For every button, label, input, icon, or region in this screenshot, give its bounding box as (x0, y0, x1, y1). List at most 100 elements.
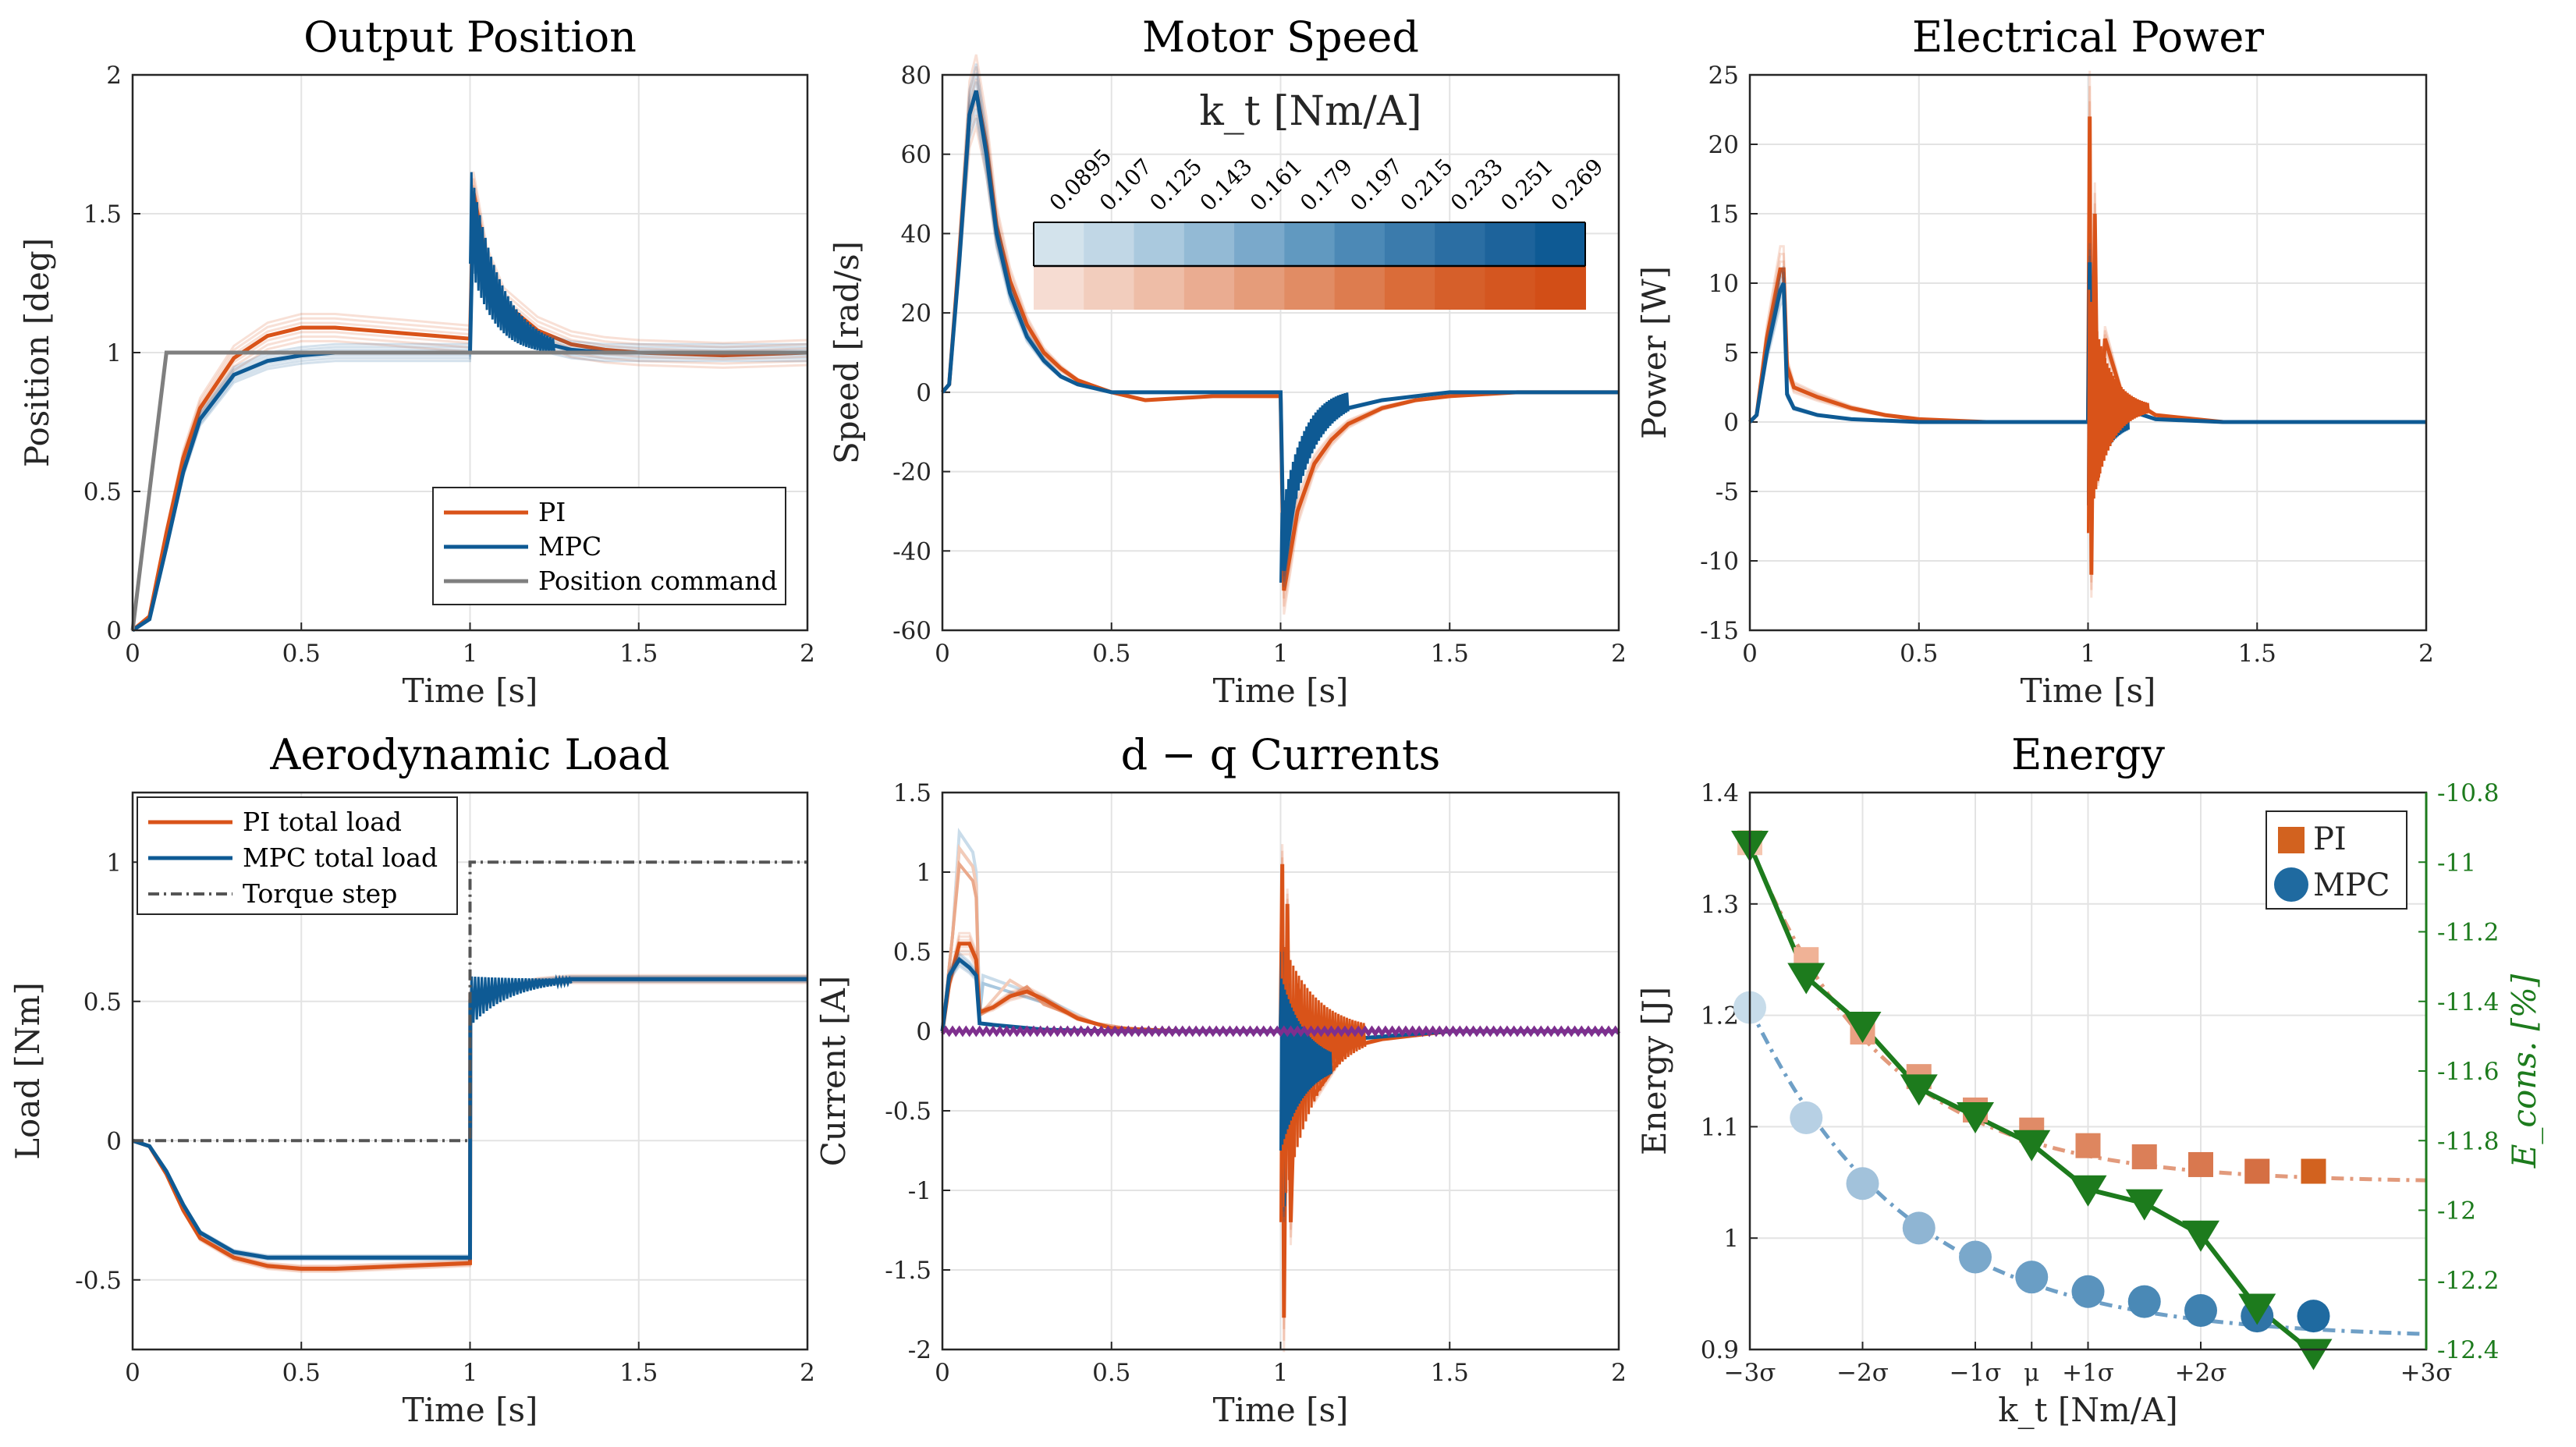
colorbar-mpc-cell (1284, 222, 1336, 266)
y-right-tick-label: -11.6 (2437, 1058, 2500, 1086)
legend-entry: PI (538, 497, 566, 527)
colorbar-pi-cell (1485, 266, 1536, 310)
econs-marker (2182, 1220, 2219, 1252)
mpc-oscillation (1279, 978, 1332, 1151)
colorbar-pi-cell (1384, 266, 1436, 310)
y-tick-label: 1.2 (1701, 1002, 1739, 1030)
panel-5: −3σ −2σ −1σ μ +1σ +2σ +3σ 0.9 1 1.1 1.2 1.3 1.4 -12.4… (1635, 730, 2543, 1429)
torque-step-line (133, 860, 807, 1143)
mpc-marker (1959, 1240, 1992, 1274)
y-axis-label: Power [W] (1635, 266, 1673, 439)
y-right-tick-label: -12 (2437, 1197, 2476, 1225)
colorbar-mpc-cell (1183, 222, 1236, 266)
pi-oscillation (1279, 939, 1367, 1222)
y-tick-label: -5 (1716, 478, 1739, 506)
x-axis-label: Time [s] (2021, 672, 2156, 710)
y-tick-label: 0 (916, 379, 931, 407)
colorbar-mpc-cell (1234, 222, 1286, 266)
y-tick-label: 20 (901, 300, 931, 328)
y-tick-label: 40 (901, 220, 931, 248)
mpc-marker (2071, 1275, 2105, 1308)
y-tick-label: 20 (1708, 131, 1739, 159)
y-tick-label: 1.4 (1701, 779, 1739, 807)
y-tick-label: -0.5 (885, 1098, 931, 1126)
panel-1: 0 0.5 1 1.5 2 -60 -40 -20 0 20 40 60 80 Motor Speed Ti… (828, 12, 1627, 710)
x-axis-label: Time [s] (403, 672, 538, 710)
y-right-tick-label: -12.2 (2437, 1267, 2500, 1295)
colorbar-mpc-cell (1034, 222, 1085, 266)
x-tick-label: 1.5 (619, 640, 658, 668)
y-axis-label: Current [A] (814, 976, 853, 1167)
colorbar-pi-cell (1034, 266, 1085, 310)
x-tick-label: 0.5 (282, 640, 321, 668)
y-right-tick-label: -11.2 (2437, 919, 2500, 947)
y-right-tick-label: -12.4 (2437, 1336, 2500, 1364)
mpc-marker (2127, 1285, 2161, 1318)
colorbar-mpc-cell (1134, 222, 1185, 266)
x-tick-label: 2 (800, 640, 815, 668)
y-axis-label: Load [Nm] (9, 982, 47, 1160)
y-tick-label: -60 (892, 617, 931, 645)
y-right-axis-label: E_cons. [%] (2505, 974, 2543, 1169)
mpc-oscillation (1279, 392, 1350, 583)
y-tick-label: 1 (1723, 1225, 1739, 1253)
axes-frame (941, 73, 1620, 632)
colorbar-mpc-cell (1535, 222, 1586, 266)
mpc-marker (1846, 1167, 1879, 1201)
colorbar-mpc-cell (1084, 222, 1135, 266)
y-tick-label: 1 (106, 339, 122, 367)
x-tick-label: 0.5 (1092, 1359, 1130, 1387)
legend-entry: MPC total load (243, 842, 438, 873)
y-tick-label: -40 (892, 537, 931, 566)
y-tick-label: 1 (106, 849, 122, 877)
colorbar-title: k_t [Nm/A] (1199, 88, 1421, 135)
econs-marker (2294, 1339, 2333, 1371)
econs-marker (2013, 1130, 2051, 1162)
econs-marker (1787, 963, 1826, 995)
panel-title: Aerodynamic Load (269, 730, 669, 779)
x-tick-label: 1.5 (619, 1359, 658, 1387)
y-tick-label: 60 (901, 141, 931, 169)
colorbar-pi-cell (1084, 266, 1135, 310)
colorbar-pi-cell (1435, 266, 1486, 310)
pi-oscillation (2087, 289, 2150, 534)
x-tick-label: 1 (1273, 1359, 1289, 1387)
y-axis-label: Position [deg] (18, 238, 56, 467)
x-tick-label: 1.5 (1431, 640, 1469, 668)
colorbar-pi-cell (1535, 266, 1586, 310)
colorbar-mpc-cell (1485, 222, 1536, 266)
x-tick-label: 0 (1742, 640, 1758, 668)
axes-frame (941, 791, 1620, 1351)
y-tick-label: -1.5 (885, 1257, 931, 1285)
y-tick-label: 1.5 (893, 779, 931, 807)
x-tick-label: 0.5 (1900, 640, 1938, 668)
y-tick-label: 5 (1723, 339, 1739, 367)
pi-marker (2075, 1133, 2101, 1158)
x-tick-label: 0 (125, 640, 140, 668)
y-right-tick-label: -11 (2437, 849, 2476, 877)
x-tick-label: +3σ (2400, 1359, 2453, 1387)
legend-entry: MPC (538, 531, 601, 562)
y-tick-label: 0 (106, 617, 122, 645)
panel-title: d − q Currents (1121, 730, 1441, 779)
panel-title: Energy (2011, 730, 2166, 779)
legend-swatch (2278, 827, 2305, 853)
colorbar-mpc-cell (1435, 222, 1486, 266)
legend-entry: MPC (2313, 867, 2390, 903)
y-tick-label: 0 (1723, 409, 1739, 437)
x-tick-label: −1σ (1950, 1359, 2002, 1387)
colorbar-pi-cell (1234, 266, 1286, 310)
y-tick-label: 0 (916, 1018, 931, 1046)
x-tick-label: 1 (463, 1359, 478, 1387)
axes-frame (131, 73, 809, 632)
y-tick-label: 15 (1708, 200, 1739, 229)
y-tick-label: 0 (106, 1127, 122, 1155)
legend-entry: Torque step (243, 878, 397, 909)
y-right-tick-label: -11.8 (2437, 1127, 2500, 1155)
x-tick-label: 1 (2081, 640, 2096, 668)
y-tick-label: -10 (1700, 548, 1739, 576)
colorbar-mpc-cell (1334, 222, 1386, 266)
x-axis-label: Time [s] (403, 1391, 538, 1429)
y-axis-label: Speed [rad/s] (828, 241, 866, 464)
